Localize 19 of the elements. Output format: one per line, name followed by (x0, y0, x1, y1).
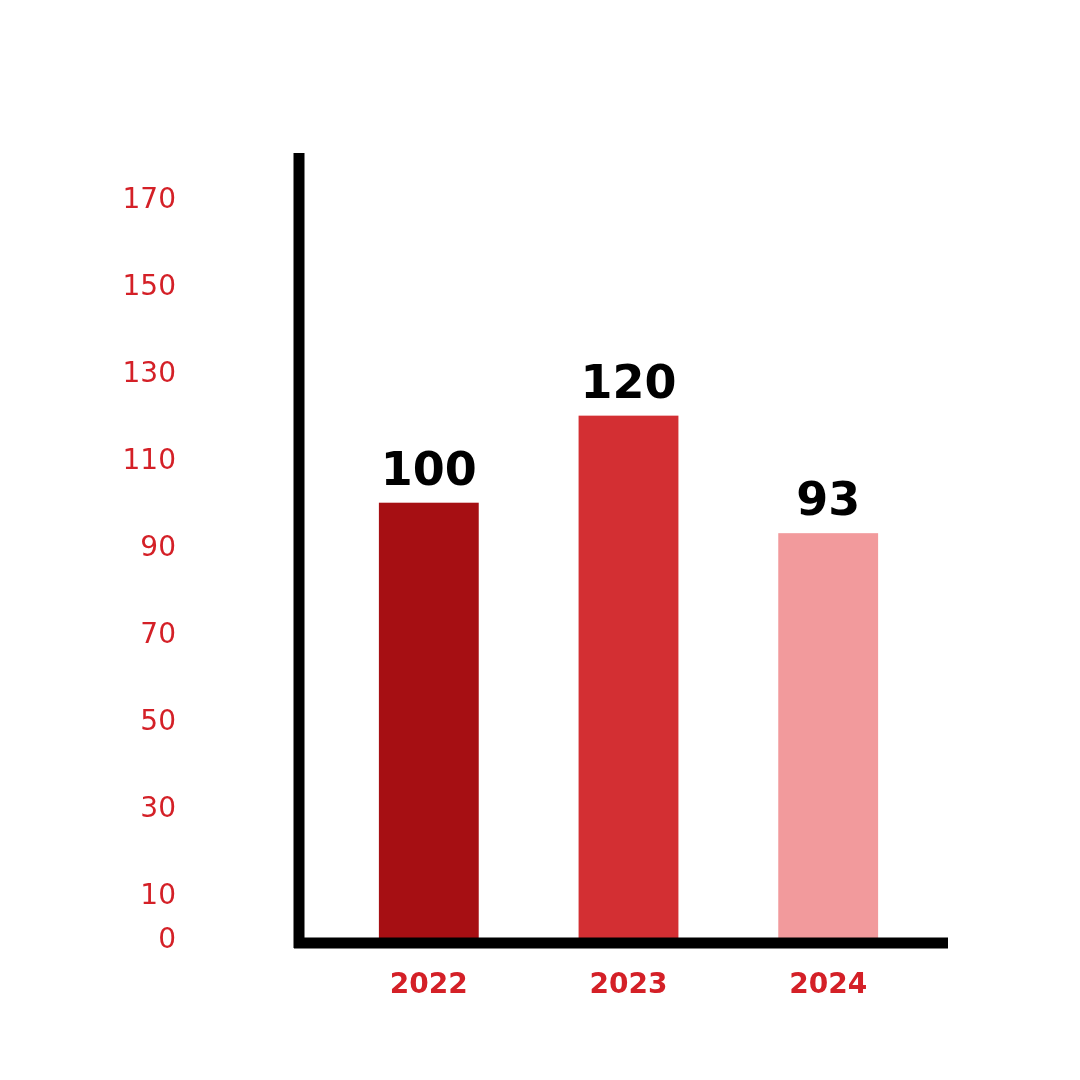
x-tick-label: 2022 (389, 967, 468, 1000)
y-tick-label: 130 (122, 355, 176, 389)
y-tick-label: 110 (122, 442, 176, 476)
y-tick-label: 50 (140, 704, 176, 738)
y-tick-label: 30 (140, 791, 176, 825)
x-tick-label: 2024 (789, 967, 868, 1000)
data-label: 93 (796, 472, 861, 527)
bar (578, 415, 679, 938)
data-label: 120 (580, 354, 677, 409)
y-tick-label: 70 (140, 617, 176, 651)
y-tick-label: 10 (140, 878, 176, 912)
x-tick-label: 2023 (589, 967, 668, 1000)
y-tick-label: 0 (158, 921, 176, 955)
bar (378, 502, 479, 938)
data-label: 100 (380, 441, 477, 496)
y-tick-label: 90 (140, 530, 176, 564)
bar (778, 533, 879, 938)
y-tick-label: 150 (122, 268, 176, 302)
y-tick-label: 170 (122, 181, 176, 215)
